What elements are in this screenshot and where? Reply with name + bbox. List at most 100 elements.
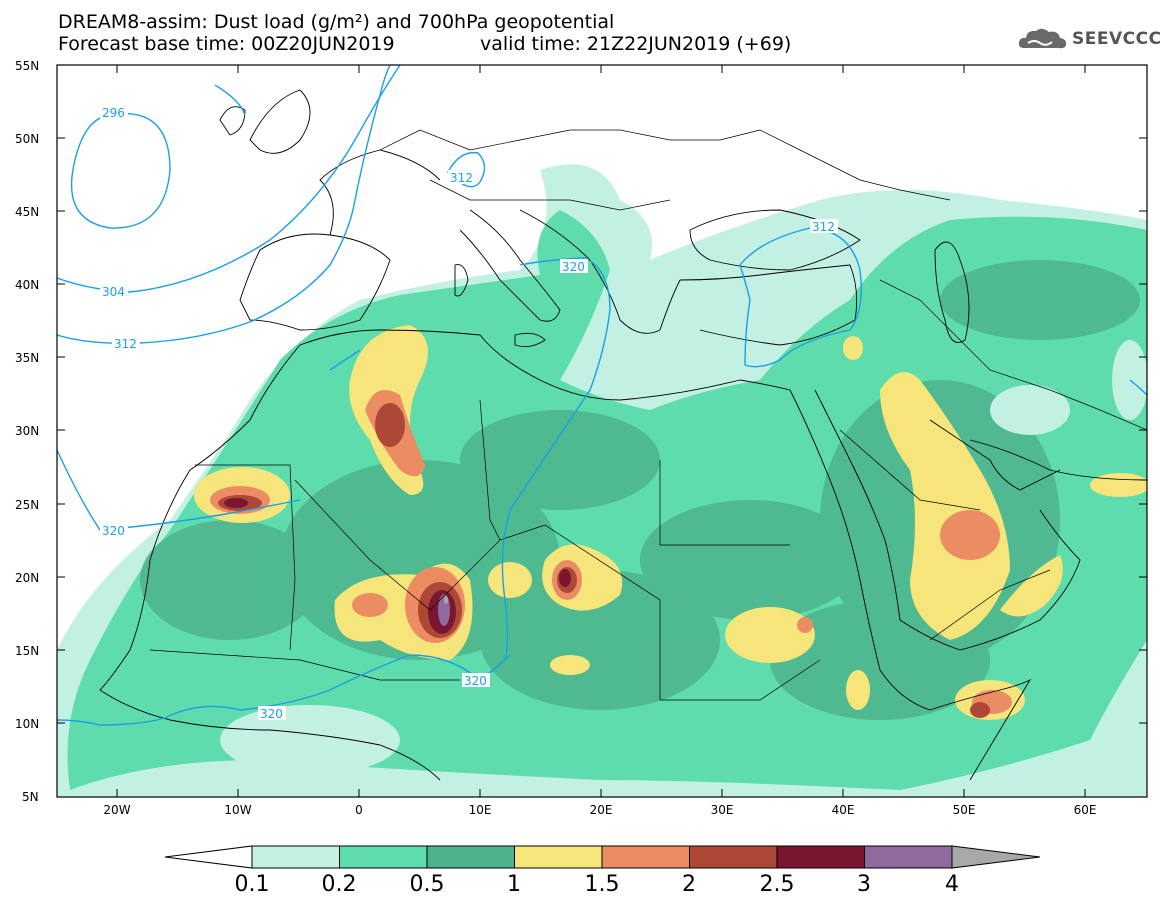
dust-hole — [220, 705, 400, 775]
contour-label: 320 — [562, 260, 585, 274]
valid-time: valid time: 21Z22JUN2019 (+69) — [480, 33, 792, 55]
contour-label: 304 — [102, 285, 125, 299]
coast-sardinia — [454, 264, 469, 297]
border — [759, 129, 951, 201]
dust-orange-arabia — [940, 510, 1000, 560]
border — [659, 460, 790, 546]
dust-hole — [1112, 340, 1147, 420]
lat-label: 30N — [15, 424, 39, 438]
dust-patch — [460, 410, 660, 510]
contour-label: 312 — [114, 337, 137, 351]
colorbar-swatch — [251, 845, 340, 869]
colorbar-swatches — [251, 845, 953, 869]
colorbar-label: 1.5 — [584, 872, 620, 897]
contour-label: 312 — [812, 220, 835, 234]
borders — [149, 129, 1147, 701]
lat-label: 50N — [15, 132, 39, 146]
lat-label: 10N — [15, 717, 39, 731]
border — [379, 129, 761, 151]
border — [660, 659, 821, 701]
border — [479, 399, 501, 541]
border — [294, 479, 431, 611]
lon-label: 20W — [103, 803, 130, 817]
contour-label: 320 — [102, 524, 125, 538]
lon-label: 10E — [469, 803, 492, 817]
coast-italy — [459, 209, 561, 322]
border — [879, 279, 1147, 431]
dust-hole — [990, 385, 1070, 435]
colorbar-label: 0.2 — [321, 872, 357, 897]
lon-label: 50E — [953, 803, 976, 817]
lon-label: 60E — [1074, 803, 1097, 817]
border — [149, 649, 460, 681]
contour-304 — [57, 65, 401, 293]
lat-label: 55N — [15, 59, 39, 73]
dust-max-niger — [438, 594, 450, 626]
coast-red-sea — [789, 389, 931, 711]
coast-africa-west — [99, 344, 441, 781]
colorbar-label: 0.5 — [409, 872, 445, 897]
colorbar-swatch — [689, 845, 778, 869]
coast-black-sea — [689, 209, 861, 271]
contour-label: 296 — [102, 106, 125, 120]
dust-hotspot-arabia — [880, 372, 1010, 640]
lat-label: 15N — [15, 644, 39, 658]
coast-arabia-w — [814, 389, 1081, 651]
coastlines — [99, 89, 1147, 781]
dust-max-core — [444, 596, 448, 604]
colorbar-label: 1 — [507, 872, 521, 897]
border — [429, 524, 661, 700]
contour-label: 320 — [464, 674, 487, 688]
colorbar-label: 2.5 — [759, 872, 795, 897]
colorbar-low-arrow — [164, 845, 253, 869]
contour-label: 320 — [260, 707, 283, 721]
map-frame — [56, 64, 1148, 798]
dust-hotspot-central — [488, 562, 532, 598]
dust-field — [57, 164, 1147, 797]
lon-label: 0 — [355, 803, 363, 817]
contour-labels: 296 304 312 312 312 320 320 320 320 — [100, 105, 838, 721]
lat-axis: 55N 50N 45N 40N 35N 30N 25N 20N 15N 10N … — [15, 59, 1147, 804]
border — [839, 429, 981, 511]
contour-312-alps — [447, 151, 486, 188]
dust-hotspot-sudan — [725, 607, 815, 663]
contour-304-upper — [214, 84, 246, 116]
dust-patch — [940, 260, 1140, 340]
contour-320-sahel2 — [57, 717, 166, 726]
contour-320-east — [1129, 379, 1147, 396]
lat-label: 35N — [15, 351, 39, 365]
colorbar-label: 4 — [945, 872, 959, 897]
coast-france — [319, 149, 441, 236]
border — [429, 179, 671, 211]
colorbar-label: 0.1 — [234, 872, 270, 897]
coast-caspian — [934, 241, 970, 343]
logo-text: SEEVCCC — [1072, 29, 1162, 49]
dust-patch — [640, 500, 860, 620]
colorbar-swatch — [601, 845, 690, 869]
lat-label: 25N — [15, 498, 39, 512]
dust-hotspot-redsea — [846, 670, 870, 710]
dust-dark-mauritania — [224, 498, 248, 508]
dust-hotspot-levant — [843, 336, 863, 360]
coast-turkey — [679, 264, 858, 346]
colorbar-swatch — [426, 845, 515, 869]
dust-hotspot-oman — [1000, 555, 1063, 617]
coast-ireland — [219, 106, 246, 136]
cloud-icon — [1018, 28, 1067, 49]
lon-label: 10W — [224, 803, 251, 817]
contour-296 — [70, 113, 171, 229]
coast-gulf — [929, 419, 1061, 491]
contour-320-north — [501, 257, 611, 661]
colorbar-swatch — [864, 845, 953, 869]
colorbar-high-arrow — [951, 845, 1041, 869]
coast-sicily — [514, 332, 546, 348]
dust-hotspot-sahel — [550, 655, 590, 675]
lon-axis: 20W 10W 0 10E 20E 30E 40E 50E 60E — [103, 65, 1096, 817]
coast-iran — [969, 439, 1147, 481]
coast-horn — [929, 678, 1032, 781]
dust-orange-sudan — [797, 617, 813, 633]
lon-label: 20E — [590, 803, 613, 817]
border — [929, 569, 1051, 641]
dust-red-somalia — [970, 702, 990, 718]
